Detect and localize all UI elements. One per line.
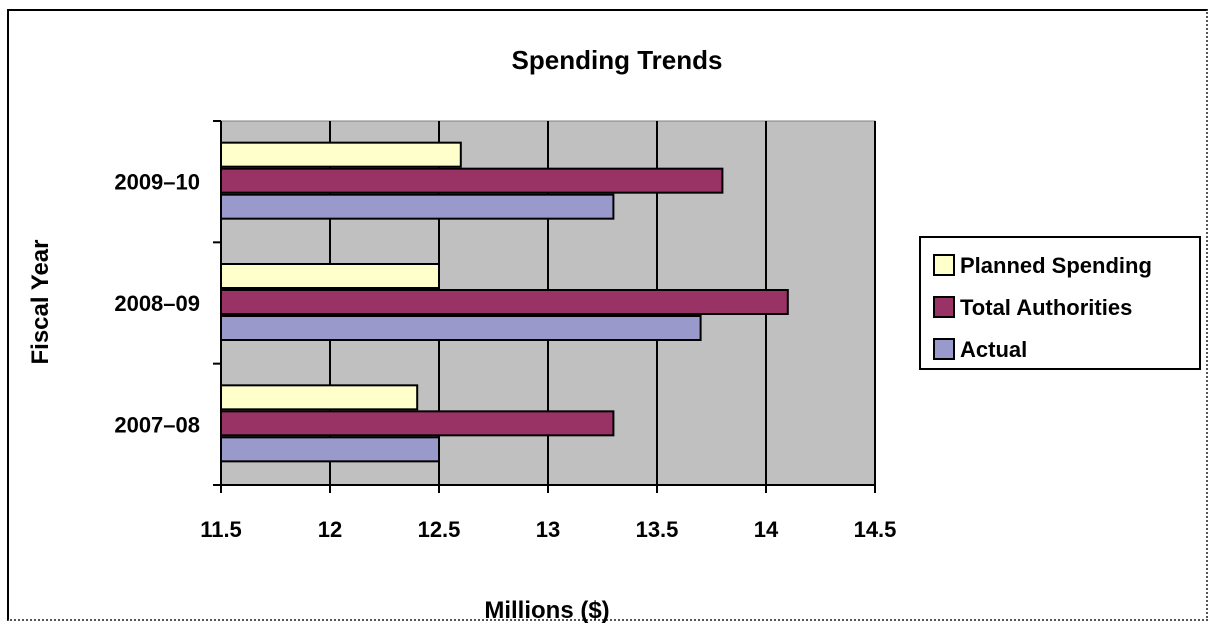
bar-total-authorities-0 (220, 410, 615, 437)
y-tick-label: 2009–10 (114, 170, 200, 195)
legend-box (919, 236, 1201, 370)
bar-actual-2 (220, 193, 615, 220)
bar-planned-spending-0 (220, 384, 419, 411)
x-axis-label: Millions ($) (484, 597, 609, 624)
legend-label-total-authorities: Total Authorities (960, 295, 1132, 320)
x-tick-label: 13 (536, 517, 560, 542)
y-axis-label: Fiscal Year (27, 240, 54, 365)
legend-label-actual: Actual (960, 337, 1027, 362)
bar-planned-spending-1 (220, 263, 440, 289)
x-tick-label: 14.5 (854, 517, 897, 542)
legend-label-planned-spending: Planned Spending (960, 253, 1152, 278)
x-tick-label: 13.5 (636, 517, 679, 542)
chart-title: Spending Trends (512, 45, 723, 75)
x-tick-label: 11.5 (200, 517, 242, 542)
legend-swatch-actual (933, 338, 955, 360)
x-tick-label: 12 (318, 517, 342, 542)
legend-swatch-planned-spending (933, 254, 955, 276)
bar-total-authorities-2 (220, 167, 724, 194)
x-tick-label: 12.5 (418, 517, 461, 542)
legend-swatch-total-authorities (933, 296, 955, 318)
legend: Planned Spending Total Authorities Actual (919, 236, 1201, 370)
y-tick-label: 2008–09 (114, 291, 200, 316)
bar-actual-0 (220, 436, 440, 463)
x-tick-label: 14 (754, 517, 779, 542)
bar-actual-1 (220, 315, 702, 341)
y-tick-label: 2007–08 (114, 412, 200, 437)
bar-total-authorities-1 (220, 289, 789, 315)
bar-planned-spending-2 (220, 141, 462, 168)
